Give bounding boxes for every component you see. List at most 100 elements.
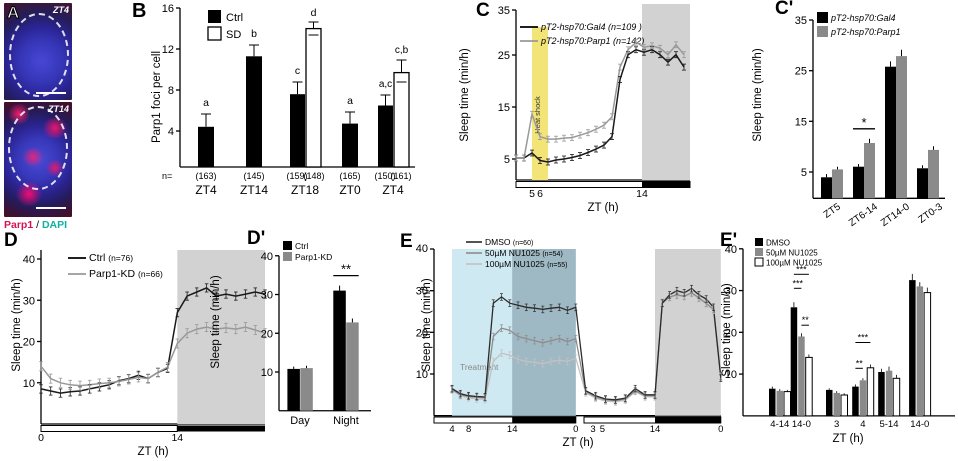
svg-text:*: *	[861, 115, 866, 130]
svg-text:Night: Night	[333, 415, 359, 427]
svg-text:10: 10	[23, 378, 35, 390]
svg-text:ZT6-14: ZT6-14	[847, 201, 880, 229]
svg-text:pT2-hsp70:Parp1: pT2-hsp70:Parp1	[830, 27, 901, 37]
svg-text:15: 15	[795, 116, 807, 128]
svg-text:***: ***	[796, 264, 807, 274]
svg-text:**: **	[802, 315, 810, 325]
svg-text:3: 3	[834, 419, 839, 430]
svg-text:ZT0: ZT0	[339, 183, 361, 197]
svg-text:20: 20	[23, 337, 35, 349]
svg-text:8: 8	[168, 85, 174, 97]
svg-text:12: 12	[162, 44, 174, 56]
svg-text:8: 8	[466, 424, 471, 435]
svg-text:ZT5: ZT5	[822, 201, 843, 220]
svg-text:pT2-hsp70:Gal4 (n=109 ): pT2-hsp70:Gal4 (n=109 )	[540, 22, 642, 32]
svg-text:14: 14	[171, 432, 183, 444]
svg-text:ZT4: ZT4	[195, 183, 217, 197]
svg-text:5-14: 5-14	[879, 419, 898, 430]
svg-text:DMSO (n=60): DMSO (n=60)	[485, 237, 533, 247]
svg-text:4: 4	[168, 126, 174, 138]
svg-text:C: C	[476, 0, 490, 21]
svg-text:**: **	[341, 262, 351, 277]
svg-text:16: 16	[162, 3, 174, 15]
svg-text:a: a	[203, 97, 209, 109]
svg-text:(148): (148)	[303, 171, 324, 181]
svg-text:SD: SD	[226, 29, 241, 41]
svg-text:ZT (h): ZT (h)	[562, 437, 593, 449]
svg-text:Sleep time (min/h): Sleep time (min/h)	[11, 278, 23, 371]
svg-text:a,c: a,c	[379, 79, 392, 90]
svg-text:c: c	[295, 65, 300, 77]
svg-text:25: 25	[795, 66, 807, 78]
svg-text:5: 5	[801, 167, 807, 179]
svg-text:10: 10	[261, 367, 273, 379]
svg-text:ZT (h): ZT (h)	[137, 446, 168, 458]
svg-text:pT2-hsp70:Gal4: pT2-hsp70:Gal4	[830, 13, 896, 23]
svg-text:c,b: c,b	[395, 45, 409, 56]
svg-text:Ctrl (n=76): Ctrl (n=76)	[89, 252, 133, 264]
svg-text:d: d	[311, 7, 317, 19]
svg-text:5: 5	[529, 188, 535, 200]
svg-text:ZT18: ZT18	[291, 183, 319, 197]
svg-text:(145): (145)	[243, 171, 264, 181]
svg-text:4-14: 4-14	[770, 419, 789, 430]
svg-text:50µM NU1025: 50µM NU1025	[766, 249, 818, 258]
svg-text:14-0: 14-0	[910, 419, 929, 430]
svg-text:35: 35	[498, 5, 510, 17]
svg-text:D: D	[4, 230, 18, 251]
svg-text:E: E	[400, 231, 413, 252]
svg-text:(163): (163)	[195, 171, 216, 181]
svg-text:14-0: 14-0	[792, 419, 811, 430]
svg-text:35: 35	[795, 15, 807, 27]
svg-text:Parp1 foci per cell: Parp1 foci per cell	[151, 51, 163, 143]
svg-text:Sleep time (min/h): Sleep time (min/h)	[721, 283, 733, 376]
svg-text:**: **	[856, 358, 864, 368]
svg-text:14: 14	[650, 424, 661, 435]
svg-text:40: 40	[725, 244, 737, 256]
svg-text:DMSO: DMSO	[766, 239, 790, 248]
svg-text:pT2-hsp70:Parp1 (n=142): pT2-hsp70:Parp1 (n=142)	[540, 36, 644, 46]
svg-text:15: 15	[498, 102, 510, 114]
svg-text:ZT14-0: ZT14-0	[879, 201, 912, 229]
svg-text:Parp1-KD: Parp1-KD	[295, 252, 332, 262]
svg-text:Sleep time (min/h): Sleep time (min/h)	[459, 48, 471, 141]
svg-text:14: 14	[507, 424, 518, 435]
svg-text:4: 4	[449, 424, 454, 435]
svg-text:Day: Day	[290, 415, 310, 427]
svg-text:25: 25	[498, 50, 510, 62]
svg-text:Ctrl: Ctrl	[295, 241, 308, 251]
svg-text:Sleep time (min/h): Sleep time (min/h)	[210, 275, 222, 368]
svg-text:Ctrl: Ctrl	[226, 12, 243, 24]
svg-text:ZT (h): ZT (h)	[587, 202, 618, 214]
svg-text:ZT (h): ZT (h)	[832, 433, 863, 445]
svg-text:b: b	[251, 28, 257, 40]
svg-text:***: ***	[858, 333, 869, 343]
svg-text:20: 20	[261, 328, 273, 340]
svg-text:C': C'	[775, 0, 793, 19]
svg-text:a: a	[347, 95, 353, 107]
svg-text:5: 5	[600, 424, 605, 435]
svg-text:ZT4: ZT4	[382, 183, 404, 197]
svg-text:30: 30	[261, 290, 273, 302]
svg-text:Parp1-KD (n=66): Parp1-KD (n=66)	[89, 268, 163, 280]
svg-text:ZT0-3: ZT0-3	[917, 201, 946, 226]
svg-text:5: 5	[504, 154, 510, 166]
svg-text:4: 4	[860, 419, 865, 430]
svg-text:(161): (161)	[390, 171, 411, 181]
svg-text:6: 6	[537, 188, 543, 200]
svg-text:Sleep time (min/h): Sleep time (min/h)	[421, 278, 433, 371]
svg-text:ZT14: ZT14	[240, 183, 268, 197]
svg-text:14: 14	[636, 188, 648, 200]
svg-text:***: ***	[792, 278, 803, 288]
svg-text:n=: n=	[162, 171, 172, 181]
svg-text:40: 40	[416, 243, 428, 255]
svg-text:3: 3	[590, 424, 595, 435]
svg-text:(165): (165)	[339, 171, 360, 181]
svg-text:0: 0	[573, 424, 578, 435]
svg-text:Sleep time (min/h): Sleep time (min/h)	[752, 48, 764, 141]
svg-text:D': D'	[247, 230, 265, 249]
svg-text:30: 30	[23, 295, 35, 307]
svg-text:40: 40	[23, 254, 35, 266]
svg-text:100µM NU1025: 100µM NU1025	[766, 259, 823, 268]
svg-text:0: 0	[38, 432, 44, 444]
